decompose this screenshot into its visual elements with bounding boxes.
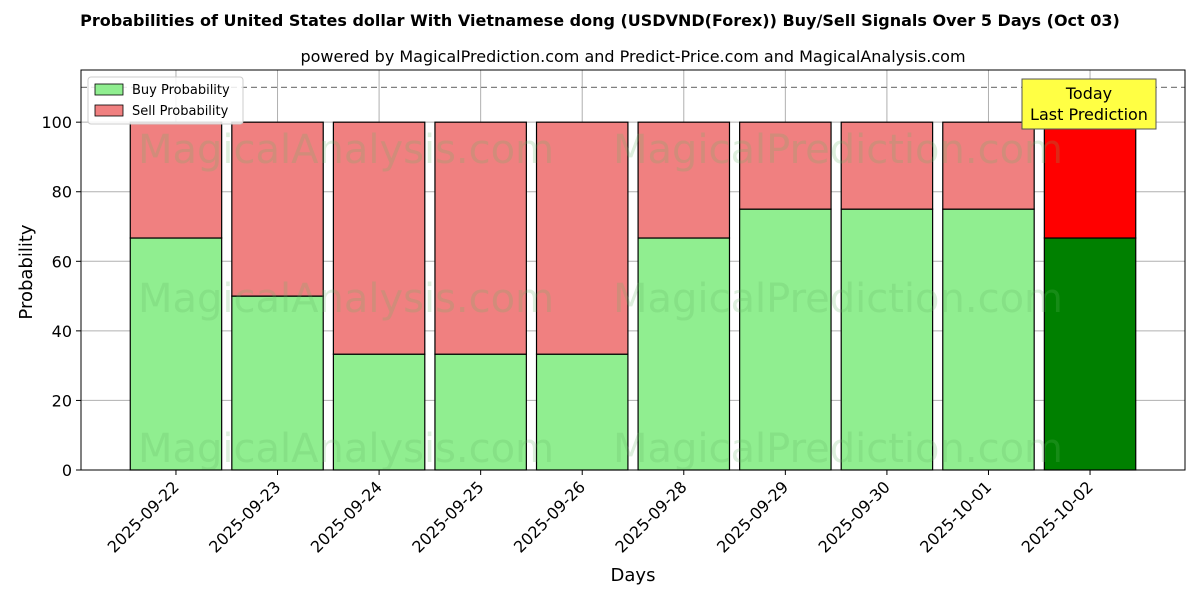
bar-buy — [739, 208, 832, 471]
watermarks: MagicalAnalysis.com MagicalPrediction.com… — [138, 127, 1063, 472]
watermark-text: MagicalAnalysis.com — [138, 426, 554, 472]
bar-sell — [739, 121, 832, 210]
plot-frame — [80, 69, 1186, 471]
x-tick-label: 2025-09-25 — [408, 477, 487, 556]
x-tick-label: 2025-10-02 — [1018, 477, 1097, 556]
bar-buy — [637, 237, 731, 471]
annotation-line2: Last Prediction — [1030, 105, 1148, 124]
bar-buy — [942, 208, 1035, 471]
x-axis: 2025-09-22 2025-09-23 2025-09-24 2025-09-25… — [104, 470, 1097, 557]
watermark-text: MagicalPrediction.com — [613, 276, 1063, 322]
y-tick-label: 20 — [52, 391, 72, 410]
y-axis: 0 20 40 60 80 100 — [41, 113, 81, 480]
legend-frame — [87, 76, 244, 125]
x-axis-label: Days — [611, 565, 656, 586]
legend: Buy Probability Sell Probability — [87, 76, 244, 125]
bar-sell — [129, 121, 223, 239]
bar-buy — [535, 353, 629, 471]
legend-label-sell: Sell Probability — [132, 104, 229, 119]
legend-swatch-buy — [94, 83, 124, 96]
bar-buy — [840, 208, 934, 471]
bar-sell — [840, 121, 934, 210]
legend-label-buy: Buy Probability — [132, 83, 230, 98]
x-tick-label: 2025-09-24 — [307, 477, 386, 556]
watermark-text: MagicalAnalysis.com — [138, 276, 554, 322]
y-tick-label: 0 — [62, 461, 72, 480]
legend-swatch-sell — [94, 104, 124, 117]
today-annotation: Today Last Prediction — [1021, 78, 1157, 130]
watermark-text: MagicalAnalysis.com — [138, 127, 554, 173]
bar-sell — [637, 121, 731, 239]
watermark-text: MagicalPrediction.com — [613, 426, 1063, 472]
chart-title: Probabilities of United States dollar Wi… — [80, 11, 1120, 30]
bars — [129, 121, 1137, 471]
annotation-box — [1021, 78, 1157, 130]
bar-sell — [332, 121, 426, 355]
bar-buy — [129, 237, 223, 471]
bar-buy — [332, 353, 426, 471]
x-tick-label: 2025-10-01 — [916, 477, 995, 556]
y-tick-label: 40 — [52, 322, 72, 341]
annotation-line1: Today — [1065, 84, 1112, 103]
y-axis-label: Probability — [16, 224, 37, 319]
x-tick-label: 2025-09-26 — [510, 477, 589, 556]
x-tick-label: 2025-09-28 — [611, 477, 690, 556]
bar-sell — [535, 121, 629, 355]
x-tick-label: 2025-09-23 — [205, 477, 284, 556]
bar-sell — [1043, 121, 1137, 239]
x-tick-label: 2025-09-22 — [104, 477, 183, 556]
y-tick-label: 100 — [41, 113, 72, 132]
bar-sell — [434, 121, 527, 355]
y-tick-label: 80 — [52, 183, 72, 202]
watermark-text: MagicalPrediction.com — [613, 127, 1063, 173]
bar-buy — [1043, 237, 1137, 471]
bar-sell — [942, 121, 1035, 210]
chart-subtitle: powered by MagicalPrediction.com and Pre… — [300, 47, 965, 66]
bar-sell — [231, 121, 324, 297]
x-tick-label: 2025-09-30 — [815, 477, 894, 556]
x-tick-label: 2025-09-29 — [713, 477, 792, 556]
y-tick-label: 60 — [52, 252, 72, 271]
